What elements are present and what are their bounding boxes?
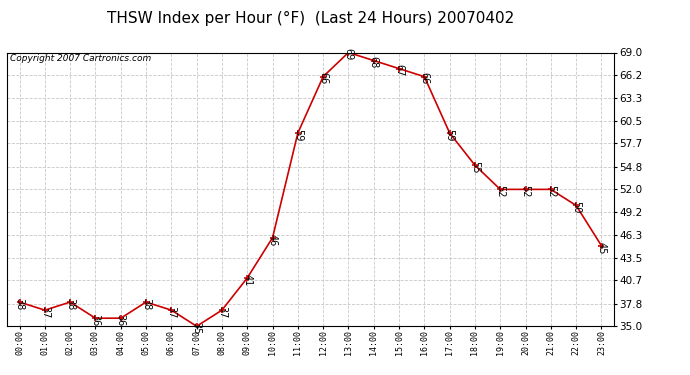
- Text: 46: 46: [268, 234, 277, 246]
- Text: 59: 59: [444, 129, 455, 141]
- Text: 38: 38: [65, 298, 75, 310]
- Text: 52: 52: [546, 185, 556, 198]
- Text: 36: 36: [116, 314, 126, 326]
- Text: 52: 52: [495, 185, 505, 198]
- Text: 68: 68: [368, 56, 379, 69]
- Text: 69: 69: [344, 48, 353, 61]
- Text: 45: 45: [596, 242, 607, 254]
- Text: 52: 52: [520, 185, 531, 198]
- Text: 37: 37: [217, 306, 227, 318]
- Text: 37: 37: [166, 306, 177, 318]
- Text: 66: 66: [318, 72, 328, 85]
- Text: 38: 38: [141, 298, 151, 310]
- Text: 35: 35: [192, 322, 201, 334]
- Text: 59: 59: [293, 129, 303, 141]
- Text: Copyright 2007 Cartronics.com: Copyright 2007 Cartronics.com: [10, 54, 151, 63]
- Text: 41: 41: [242, 274, 253, 286]
- Text: 38: 38: [14, 298, 25, 310]
- Text: 50: 50: [571, 201, 581, 214]
- Text: 67: 67: [394, 64, 404, 77]
- Text: THSW Index per Hour (°F)  (Last 24 Hours) 20070402: THSW Index per Hour (°F) (Last 24 Hours)…: [107, 11, 514, 26]
- Text: 55: 55: [470, 161, 480, 174]
- Text: 66: 66: [420, 72, 429, 85]
- Text: 36: 36: [90, 314, 101, 326]
- Text: 37: 37: [40, 306, 50, 318]
